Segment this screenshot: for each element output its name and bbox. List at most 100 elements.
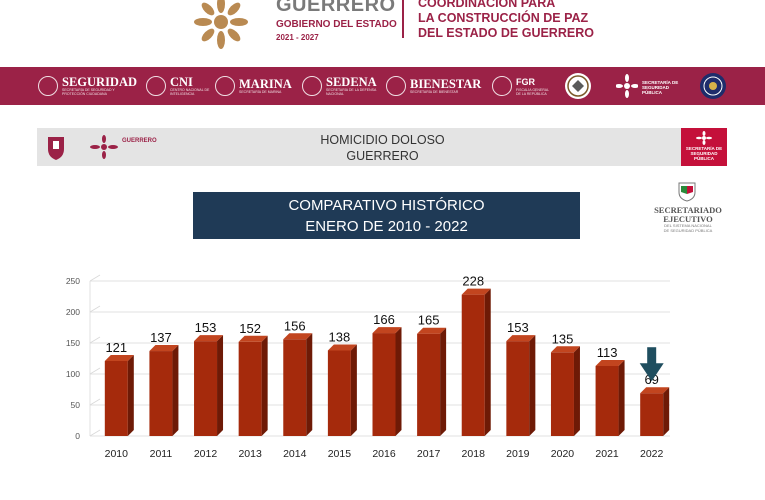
y-tick-label: 50 (71, 400, 81, 410)
data-label: 153 (195, 320, 217, 335)
sesnsp-emblem-icon (678, 182, 696, 202)
bienestar-seal-icon (386, 76, 406, 96)
data-label: 166 (373, 312, 395, 327)
coordination-title-line: LA CONSTRUCCIÓN DE PAZ (418, 11, 589, 25)
bar-top (461, 288, 491, 295)
marina-seal-icon (215, 76, 235, 96)
bar (149, 345, 179, 436)
bar-front (283, 339, 307, 436)
bar-side (663, 387, 670, 436)
institution-subtitle: SECRETARÍA DE BIENESTAR (410, 90, 459, 94)
bars (104, 288, 670, 436)
bar-top (595, 359, 625, 366)
bar-front (238, 341, 262, 436)
bar-front (327, 350, 351, 436)
bar-side (484, 288, 491, 436)
data-label: 113 (597, 345, 618, 360)
bar-front (104, 360, 128, 436)
x-axis: 2010 2011 2012 2013 2014 2015 2016 2017 2018 2019… (105, 448, 664, 460)
institution-name: CNI (170, 75, 193, 89)
government-years: 2021 - 2027 (276, 33, 319, 42)
x-tick-label: 2017 (417, 448, 441, 460)
bar-side (127, 354, 134, 436)
bar (238, 335, 268, 436)
x-tick-label: 2012 (194, 448, 218, 460)
coordination-title-line: DEL ESTADO DE GUERRERO (418, 26, 594, 40)
bar-side (395, 327, 402, 436)
sesnsp-subtitle-line: DEL SISTEMA NACIONAL (664, 223, 712, 228)
gridline-depth (89, 429, 101, 437)
y-tick-label: 200 (66, 307, 80, 317)
x-tick-label: 2010 (105, 448, 129, 460)
bar-side (529, 335, 536, 436)
institution-subtitle: FISCALÍA GENERAL DE LA REPÚBLICA (516, 88, 549, 96)
bar-side (217, 335, 224, 436)
data-label: 228 (462, 274, 484, 289)
sesnsp-name-line: SECRETARIADO (654, 205, 722, 215)
institution-subtitle: CENTRO NACIONAL DE INTELIGENCIA (170, 88, 210, 96)
sedena-seal-icon (302, 76, 322, 96)
highlight-marker (639, 347, 664, 382)
coordination-title-line: COORDINACIÓN PARA (418, 0, 556, 10)
comparative-period: ENERO DE 2010 - 2022 (305, 218, 468, 235)
y-tick-label: 250 (66, 276, 80, 286)
data-label: 165 (418, 313, 440, 328)
bar-top (640, 387, 670, 394)
fgr-seal-icon (492, 76, 512, 96)
y-tick-label: 100 (66, 369, 80, 379)
gridline-depth (89, 305, 101, 313)
ssp-logo-label: SECRETARÍA DE SEGURIDAD PÚBLICA (685, 146, 723, 161)
data-label: 153 (507, 320, 529, 335)
ssp-flower-icon (696, 131, 712, 145)
coordination-title: COORDINACIÓN PARA LA CONSTRUCCIÓN DE PAZ… (418, 0, 594, 41)
gridline-depth (89, 367, 101, 375)
institution-sedena: SEDENA SECRETARÍA DE LA DEFENSA NACIONAL (302, 67, 378, 105)
bar-front (417, 333, 441, 436)
institution-name: FGR (516, 77, 535, 87)
comparative-title: COMPARATIVO HISTÓRICO (288, 197, 485, 214)
guerrero-flower-small-icon (90, 135, 118, 159)
bar-top (372, 327, 402, 334)
bar-top (506, 335, 536, 342)
bar (104, 354, 134, 436)
bar (550, 346, 580, 436)
police-seal-icon (700, 73, 726, 99)
ssp-logo-box (681, 128, 727, 166)
ssp-band-label: SECRETARÍA DE SEGURIDAD PÚBLICA (642, 80, 679, 95)
institution-cni: CNI CENTRO NACIONAL DE INTELIGENCIA (146, 67, 214, 105)
bar (461, 288, 491, 436)
bar-front (595, 365, 619, 436)
x-tick-label: 2019 (506, 448, 530, 460)
data-label: 152 (239, 321, 261, 336)
x-tick-label: 2018 (462, 448, 486, 460)
bar (327, 344, 357, 436)
data-label: 135 (552, 331, 574, 346)
institution-subtitle: SECRETARÍA DE LA DEFENSA NACIONAL (326, 88, 377, 96)
institution-name: BIENESTAR (410, 77, 482, 91)
institution-fgr: FGR FISCALÍA GENERAL DE LA REPÚBLICA (492, 67, 552, 105)
y-tick-label: 150 (66, 338, 80, 348)
bar (372, 327, 402, 436)
sesnsp-subtitle-line: DE SEGURIDAD PÚBLICA (663, 227, 713, 233)
bar-top (417, 327, 447, 334)
bar (506, 335, 536, 436)
sesnsp-subtitle: DEL SISTEMA NACIONAL DE SEGURIDAD PÚBLIC… (646, 223, 730, 233)
data-label: 137 (150, 330, 172, 345)
bar-front (194, 341, 218, 436)
institution-subtitle: SECRETARÍA DE SEGURIDAD Y PROTECCIÓN CIU… (62, 88, 115, 96)
sesnsp-name-line: EJECUTIVO (663, 213, 713, 224)
bar-top (327, 344, 357, 351)
x-tick-label: 2022 (640, 448, 664, 460)
government-title: GUERRERO (276, 0, 396, 16)
bar (283, 333, 313, 436)
institution-marina: MARINA SECRETARÍA DE MARINA (215, 67, 293, 105)
data-label: 121 (105, 340, 127, 355)
x-tick-label: 2020 (551, 448, 575, 460)
y-tick-label: 0 (75, 431, 80, 441)
institution-subtitle: SECRETARÍA DE MARINA (239, 90, 282, 94)
bar-side (306, 333, 313, 436)
sesnsp-name: SECRETARIADO EJECUTIVO (646, 206, 730, 223)
data-labels: 12113715315215613816616522815313511369 (105, 274, 658, 388)
data-label: 138 (329, 329, 351, 344)
